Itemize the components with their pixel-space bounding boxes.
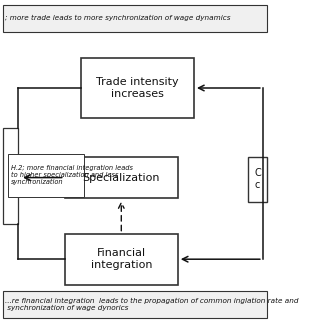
Text: H.2; more financial integration leads
to higher specialization and less
synchron: H.2; more financial integration leads to…	[11, 165, 133, 185]
Text: ; more trade leads to more synchronization of wage dynamics: ; more trade leads to more synchronizati…	[5, 15, 231, 21]
Text: Trade intensity
increases: Trade intensity increases	[96, 77, 179, 99]
FancyBboxPatch shape	[3, 5, 267, 32]
Text: Financial
integration: Financial integration	[91, 248, 152, 270]
FancyBboxPatch shape	[65, 234, 178, 285]
FancyBboxPatch shape	[81, 58, 194, 118]
FancyBboxPatch shape	[65, 157, 178, 198]
FancyBboxPatch shape	[248, 157, 267, 202]
Text: Specialization: Specialization	[83, 172, 160, 183]
Text: ...re financial integration  leads to the propagation of common inglation rate a: ...re financial integration leads to the…	[5, 298, 299, 311]
Text: C
c: C c	[254, 168, 261, 190]
FancyBboxPatch shape	[3, 128, 18, 224]
FancyBboxPatch shape	[3, 291, 267, 318]
FancyBboxPatch shape	[8, 154, 84, 197]
